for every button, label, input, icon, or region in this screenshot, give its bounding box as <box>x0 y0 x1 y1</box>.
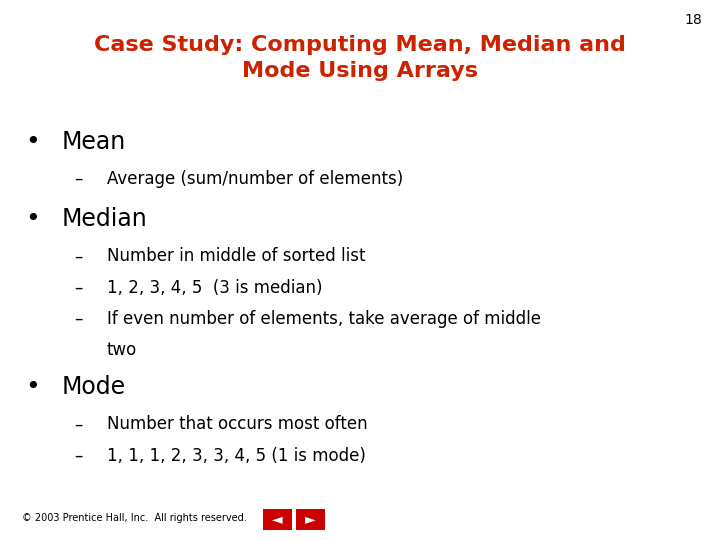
Text: If even number of elements, take average of middle: If even number of elements, take average… <box>107 310 541 328</box>
Text: 1, 1, 1, 2, 3, 3, 4, 5 (1 is mode): 1, 1, 1, 2, 3, 3, 4, 5 (1 is mode) <box>107 447 366 464</box>
Text: –: – <box>74 279 83 296</box>
Text: Median: Median <box>61 207 147 231</box>
Text: ►: ► <box>305 512 315 526</box>
Text: –: – <box>74 447 83 464</box>
Text: •: • <box>25 375 40 399</box>
Text: –: – <box>74 310 83 328</box>
Text: –: – <box>74 415 83 433</box>
Text: Average (sum/number of elements): Average (sum/number of elements) <box>107 170 402 188</box>
Text: ◄: ◄ <box>272 512 282 526</box>
Text: Case Study: Computing Mean, Median and
Mode Using Arrays: Case Study: Computing Mean, Median and M… <box>94 35 626 80</box>
Text: 18: 18 <box>684 14 702 28</box>
Text: Mode: Mode <box>61 375 125 399</box>
Text: •: • <box>25 207 40 231</box>
Text: Number in middle of sorted list: Number in middle of sorted list <box>107 247 365 265</box>
Text: 1, 2, 3, 4, 5  (3 is median): 1, 2, 3, 4, 5 (3 is median) <box>107 279 322 296</box>
Text: –: – <box>74 170 83 188</box>
Text: © 2003 Prentice Hall, Inc.  All rights reserved.: © 2003 Prentice Hall, Inc. All rights re… <box>22 514 246 523</box>
Text: two: two <box>107 341 137 359</box>
Text: Mean: Mean <box>61 130 125 153</box>
Text: Number that occurs most often: Number that occurs most often <box>107 415 367 433</box>
FancyBboxPatch shape <box>263 509 292 530</box>
Text: –: – <box>74 247 83 265</box>
FancyBboxPatch shape <box>296 509 325 530</box>
Text: •: • <box>25 130 40 153</box>
